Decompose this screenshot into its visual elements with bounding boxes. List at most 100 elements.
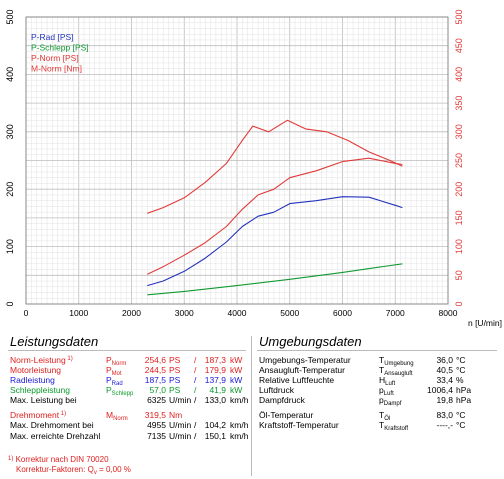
leistung-sep: / [194,420,197,430]
leistung-symbol-sub: Norm [111,361,127,367]
umgebung-value: ----,- [436,420,453,430]
umgebung-symbol: TUmgebung [379,355,414,367]
leistung-unit2: kW [230,355,243,365]
leistung-value2: 187,3 [204,355,226,365]
leistung-symbol-sub: Norm [113,416,128,422]
umgebung-symbol: TAnsaugluft [379,365,413,377]
umgebung-symbol: TKraftstoff [379,420,409,432]
leistung-sep: / [194,385,197,395]
series-line [147,196,403,287]
leistung-unit2: kW [230,385,243,395]
leistung-label: Max. Leistung bei [10,395,77,405]
umgebung-symbol: pLuft [379,385,394,397]
leistung-sep: / [194,365,197,375]
leistung-unit1: PS [169,385,181,395]
x-tick-label: 4000 [228,308,247,318]
y-tick-label-left: 300 [5,124,15,139]
umgebung-label: Ansaugluft-Temperatur [259,365,345,375]
footnote-faktoren-sub: v [93,470,97,476]
leistung-symbol: PRad [106,375,123,387]
footnote-ref: 1) [65,356,73,362]
leistung-value2: 137,9 [204,375,226,385]
y-tick-label-right: 450 [454,38,464,53]
y-tick-label-right: 0 [454,301,464,306]
leistung-unit2: kW [230,365,243,375]
leistung-row: Drehmoment 1) MNorm 319,5 Nm [8,410,248,422]
leistungsdaten-title: Leistungsdaten [10,334,99,349]
footnote-din-mark: 1) [8,456,14,462]
leistung-unit1: Nm [169,410,183,420]
footnote-din: 1) Korrektur nach DIN 70020 [8,455,248,466]
leistung-symbol-sub: Mot [111,371,122,377]
leistung-sep: / [194,375,197,385]
umgebung-row: Relative Luftfeuchte HLuft 33,4% [257,375,499,387]
leistung-symbol-sub: Rad [111,381,123,387]
y-tick-label-right: 400 [454,67,464,82]
umgebung-unit: hPa [456,395,472,405]
umgebung-value: 33,4 [436,375,453,385]
x-tick-label: 6000 [333,308,352,318]
umgebung-label: Luftdruck [259,385,294,395]
umgebung-symbol-sub: Dampf [383,401,402,407]
umgebung-symbol-sub: Ansaugluft [384,371,413,377]
footnote-din-text: Korrektur nach DIN 70020 [15,455,109,464]
umgebung-unit: °C [456,365,466,375]
x-tick-label: 5000 [280,308,299,318]
leistungsdaten-panel: Leistungsdaten Norm-Leistung 1) PNorm 254,… [8,333,249,476]
leistung-unit2: km/h [230,431,249,441]
footnote-faktoren-text: Korrektur-Faktoren: Q [16,465,94,474]
leistung-row: Norm-Leistung 1) PNorm 254,6 PS / 187,3 kW [8,355,248,367]
left-title-rule [8,350,246,351]
legend-entry: M-Norm [Nm] [31,64,82,74]
leistung-unit1: PS [169,365,181,375]
leistung-label: Max. Drehmoment bei [10,420,94,430]
leistung-label: Norm-Leistung 1) [10,355,73,365]
leistung-unit1: U/min [169,395,192,405]
leistung-value2: 179,9 [204,365,226,375]
umgebung-symbol-sub: Luft [385,381,396,387]
leistung-label: Radleistung [10,375,55,385]
leistung-row: Max. Drehmoment bei 4955 U/min/ 104,2 km/h [8,420,248,431]
y-tick-label-left: 100 [5,239,15,254]
leistung-unit1: PS [169,355,181,365]
footnote-faktoren-value: = 0,00 % [99,465,131,474]
leistung-value1: 244,5 [144,365,166,375]
y-tick-label-left: 500 [5,9,15,24]
umgebung-unit: °C [456,355,466,365]
umgebung-row: Dampfdruck pDampf 19,8 hPa [257,395,499,407]
y-tick-label-right: 500 [454,9,464,24]
leistung-value1: 4955 [147,420,166,430]
x-axis-label: n [U/min] [468,318,502,328]
umgebung-row: Ansaugluft-Temperatur TAnsaugluft 40,5 °C [257,365,499,377]
umgebung-label: Dampfdruck [259,395,305,405]
umgebung-unit: % [456,375,464,385]
umgebung-symbol-sub: Luft [383,391,394,397]
legend-entry: P-Schlepp [PS] [31,43,89,53]
umgebung-symbol: HLuft [379,375,396,387]
umgebung-unit: °C [456,410,466,420]
leistung-unit2: km/h [230,420,249,430]
umgebung-value: 40,5 [436,365,453,375]
legend-entry: P-Norm [PS] [31,53,79,63]
leistung-symbol: PNorm [106,355,127,367]
leistung-unit2: km/h [230,395,249,405]
umgebungsdaten-title: Umgebungsdaten [259,334,362,349]
leistung-symbol: PMot [106,365,122,377]
leistung-value1: 57,0 [149,385,166,395]
umgebung-symbol-sub: Umgebung [384,361,414,367]
x-tick-label: 2000 [122,308,141,318]
y-tick-label-right: 50 [454,270,464,280]
x-tick-label: 0 [24,308,29,318]
umgebung-row: Öl-Temperatur TÖl 83,0 °C [257,410,499,422]
leistung-value2: 133,0 [204,395,226,405]
umgebung-value: 83,0 [436,410,453,420]
umgebung-unit: °C [456,420,466,430]
leistung-row: Radleistung PRad 187,5 PS / 137,9 kW [8,375,248,387]
umgebung-value: 1006,4 [427,385,453,395]
leistung-sep: / [194,355,197,365]
umgebungsdaten-panel: Umgebungsdaten Umgebungs-Temperatur TUmge… [257,333,499,473]
umgebung-row: Kraftstoff-Temperatur TKraftstoff ----,- °C [257,420,499,432]
legend-entry: P-Rad [PS] [31,32,74,42]
y-tick-label-right: 350 [454,96,464,111]
